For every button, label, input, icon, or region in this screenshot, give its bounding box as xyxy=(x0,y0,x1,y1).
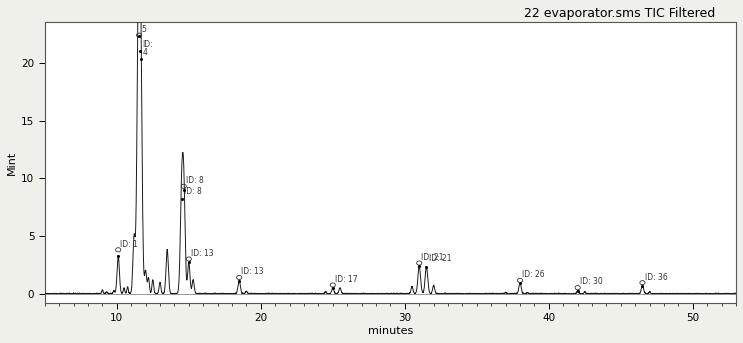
Text: ID: 8: ID: 8 xyxy=(186,176,204,185)
Text: ID: 13: ID: 13 xyxy=(241,267,264,276)
Text: ID: 8: ID: 8 xyxy=(184,187,201,196)
Text: ID: 21: ID: 21 xyxy=(421,253,444,262)
Text: ID: 13: ID: 13 xyxy=(191,249,213,258)
Text: 22 evaporator.sms TIC Filtered: 22 evaporator.sms TIC Filtered xyxy=(524,7,716,20)
Text: ID: 21: ID: 21 xyxy=(429,254,451,263)
Text: ID: 30: ID: 30 xyxy=(580,277,603,286)
Y-axis label: Mint: Mint xyxy=(7,151,17,175)
Text: 4: 4 xyxy=(143,48,148,57)
Text: 5: 5 xyxy=(141,25,146,34)
Text: ID: 36: ID: 36 xyxy=(645,273,667,282)
Text: ID: 26: ID: 26 xyxy=(522,270,545,279)
X-axis label: minutes: minutes xyxy=(368,326,413,336)
Text: ID: 17: ID: 17 xyxy=(335,275,357,284)
Text: ID: 1: ID: 1 xyxy=(120,240,138,249)
Text: ID:: ID: xyxy=(142,40,152,49)
